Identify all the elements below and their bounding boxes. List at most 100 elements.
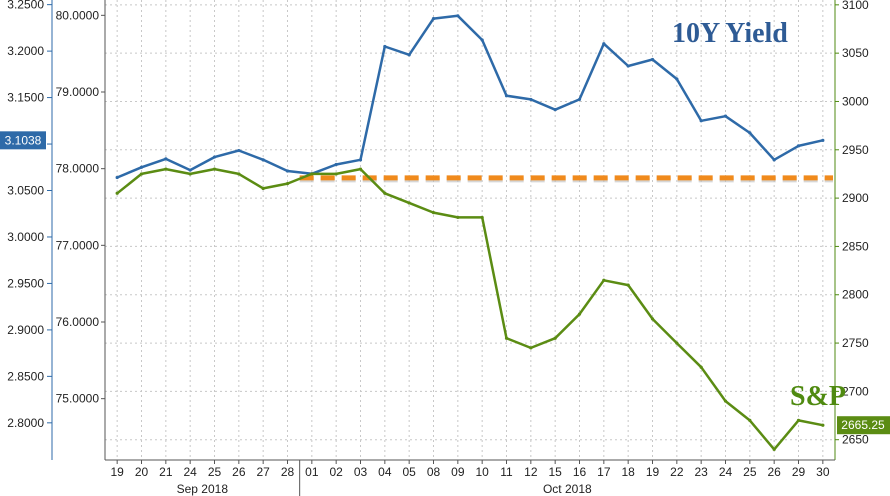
x-tick-label: 10 — [475, 465, 489, 479]
x-tick-label: 03 — [354, 465, 368, 479]
series-point — [431, 211, 436, 215]
series-point — [480, 38, 484, 42]
series-point — [334, 172, 338, 176]
right-tick-label: 2800 — [842, 288, 869, 302]
series-point — [407, 201, 411, 205]
gridlines — [105, 0, 835, 460]
series-point — [553, 336, 557, 340]
series-point — [237, 172, 241, 176]
series-point — [285, 182, 290, 186]
series-point — [188, 168, 192, 172]
series-point — [285, 169, 290, 173]
left-outer-tick-label: 2.8500 — [7, 369, 44, 383]
series-point — [164, 157, 168, 161]
series-point — [188, 172, 192, 176]
series-point — [675, 77, 679, 81]
right-axis-ticks: 3100 3050 3000 2950 2900 2850 2800 2750 2700 2650 — [835, 0, 869, 447]
series-point — [748, 418, 752, 422]
series-point — [504, 336, 509, 340]
series-point — [310, 172, 314, 176]
right-tick-label: 2900 — [842, 191, 869, 205]
series-point — [723, 114, 728, 118]
series-point — [772, 158, 776, 162]
x-tick-label: 23 — [694, 465, 708, 479]
x-tick-label: 24 — [719, 465, 733, 479]
left-inner-tick-label: 77.0000 — [56, 238, 100, 252]
left-outer-tick-label: 3.0000 — [7, 230, 44, 244]
series-point — [456, 14, 460, 18]
left-inner-tick-label: 76.0000 — [56, 315, 100, 329]
right-tick-label: 2750 — [842, 336, 869, 350]
sp-last-value-badge — [837, 416, 890, 435]
x-axis-ticks: 19 20 21 24 25 26 27 28 01 02 03 04 05 08 09 10 11 12 15 16… — [110, 460, 830, 496]
left-outer-tick-label: 2.9000 — [7, 323, 44, 337]
right-tick-label: 2950 — [842, 143, 869, 157]
annotation-10y-yield: 10Y Yield — [672, 18, 788, 49]
x-tick-label: 27 — [256, 465, 270, 479]
series-point — [139, 165, 144, 169]
series-point — [650, 57, 655, 62]
x-tick-label: 25 — [743, 465, 757, 479]
series-point — [212, 155, 217, 159]
series-point — [723, 399, 728, 403]
left-inner-tick-label: 78.0000 — [56, 162, 100, 176]
series-point — [796, 418, 801, 422]
last-value-badges: 3.1038 2665.25 — [0, 131, 890, 435]
x-tick-label: 19 — [110, 465, 124, 479]
series-point — [164, 167, 168, 171]
right-tick-label: 3000 — [842, 94, 869, 108]
series-point — [748, 131, 752, 135]
month-label: Sep 2018 — [177, 482, 229, 496]
reference-line-group — [299, 175, 833, 183]
series-point — [480, 215, 484, 220]
left-inner-axis-ticks: 80.0000 79.0000 78.0000 77.0000 76.0000 75.00… — [56, 8, 105, 406]
series-point — [456, 215, 460, 220]
series-point — [553, 108, 557, 112]
series-line-10y-yield — [116, 14, 824, 179]
x-tick-label: 05 — [402, 465, 416, 479]
series-point — [529, 97, 533, 102]
left-outer-tick-label: 3.2000 — [7, 44, 44, 58]
series-point — [139, 172, 144, 176]
yield-last-value-badge — [0, 131, 46, 150]
axes — [51, 0, 836, 496]
series-point — [358, 167, 363, 171]
x-tick-label: 26 — [767, 465, 781, 479]
x-tick-label: 18 — [621, 465, 635, 479]
x-tick-label: 09 — [451, 465, 465, 479]
series-point — [504, 94, 509, 98]
series-point — [796, 144, 801, 148]
x-tick-label: 22 — [670, 465, 684, 479]
series-point — [237, 148, 241, 153]
right-tick-label: 2850 — [842, 239, 869, 253]
left-inner-tick-label: 79.0000 — [56, 85, 100, 99]
x-tick-label: 08 — [427, 465, 441, 479]
left-outer-tick-label: 3.1500 — [7, 91, 44, 105]
x-tick-label: 20 — [135, 465, 149, 479]
series-point — [383, 44, 387, 49]
yield-last-value-label: 3.1038 — [5, 133, 42, 147]
x-tick-label: 15 — [548, 465, 562, 479]
series-point — [334, 162, 338, 167]
x-tick-label: 11 — [500, 465, 513, 479]
x-tick-label: 25 — [208, 465, 222, 479]
series-point — [383, 191, 387, 195]
annotation-sp: S&P — [790, 381, 846, 412]
series-point — [602, 42, 606, 46]
series-point — [602, 278, 606, 282]
series-point — [577, 97, 582, 102]
x-tick-label: 29 — [792, 465, 806, 479]
series-point — [407, 53, 411, 57]
series-point — [358, 158, 363, 162]
series-point — [772, 447, 776, 451]
right-tick-label: 2650 — [842, 433, 869, 447]
series-point — [699, 365, 703, 369]
series-point — [675, 341, 679, 345]
x-tick-label: 02 — [329, 465, 343, 479]
x-tick-label: 01 — [305, 465, 319, 479]
x-tick-label: 21 — [159, 465, 173, 479]
x-tick-label: 16 — [573, 465, 587, 479]
left-inner-tick-label: 80.0000 — [56, 8, 100, 22]
x-tick-label: 30 — [816, 465, 830, 479]
